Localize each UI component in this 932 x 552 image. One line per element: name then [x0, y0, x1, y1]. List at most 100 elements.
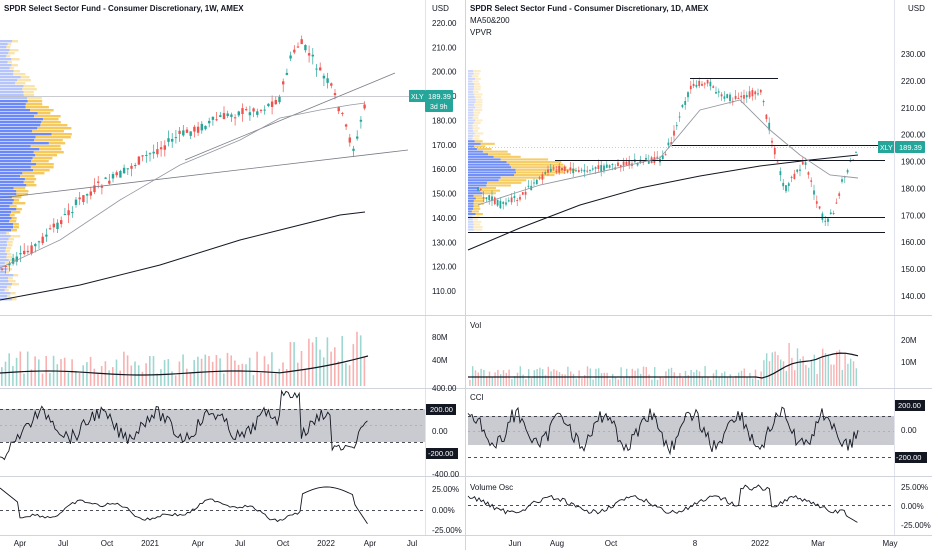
- candle-body: [267, 103, 270, 107]
- volume-bar: [285, 369, 288, 386]
- candle-body: [549, 168, 552, 172]
- volume-bar: [502, 370, 505, 386]
- vp-bar-yellow: [17, 79, 31, 82]
- left-time-tick: Oct: [277, 539, 290, 548]
- volume-bar: [729, 374, 731, 386]
- vp-bar-blue: [468, 90, 474, 93]
- candle-body: [771, 140, 773, 143]
- candle-body: [706, 79, 709, 84]
- volume-bar: [4, 361, 7, 386]
- volume-bar: [149, 355, 151, 386]
- vp-bar-blue: [468, 116, 473, 119]
- right-price-tick: 180.00: [901, 184, 926, 193]
- candle-body: [37, 241, 41, 243]
- right-time-tick: Jun: [509, 539, 522, 548]
- vp-bar-yellow: [13, 274, 19, 277]
- vp-bar-blue: [468, 192, 483, 195]
- volume-bar: [679, 372, 681, 386]
- volume-bar: [774, 351, 776, 386]
- volume-bar: [522, 374, 524, 386]
- candle-body: [687, 92, 689, 98]
- candle-body: [521, 192, 524, 195]
- volume-bar: [477, 372, 479, 386]
- vp-bar-blue: [0, 64, 12, 67]
- candle-body: [639, 159, 642, 163]
- candle-body: [171, 138, 174, 142]
- vp-bar-blue: [0, 295, 8, 298]
- vp-bar-yellow: [4, 262, 9, 265]
- vp-bar-yellow: [37, 127, 72, 130]
- vp-bar-blue: [468, 161, 507, 164]
- candle-body: [93, 185, 96, 193]
- vp-bar-blue: [0, 76, 21, 79]
- candle-body: [204, 125, 207, 130]
- volume-bar: [67, 372, 70, 386]
- vp-bar-yellow: [25, 103, 43, 106]
- left-time-tick: Oct: [101, 539, 114, 548]
- candle-body: [762, 100, 765, 103]
- candle-body: [538, 177, 541, 179]
- candle-body: [723, 96, 726, 99]
- volume-bar: [676, 377, 678, 386]
- volume-bar: [234, 360, 236, 386]
- vp-bar-yellow: [474, 96, 482, 99]
- vp-bar-blue: [468, 96, 475, 99]
- volume-bar: [82, 365, 84, 386]
- right-price-value: 189.39: [899, 143, 922, 152]
- volume-bar: [12, 366, 14, 386]
- candle-body: [270, 101, 274, 107]
- candle-body: [45, 234, 48, 237]
- vp-bar-blue: [0, 103, 26, 106]
- vp-bar-yellow: [13, 199, 20, 202]
- volume-bar: [208, 356, 210, 386]
- vp-bar-yellow: [10, 292, 16, 295]
- vp-bar-yellow: [473, 70, 481, 73]
- volume-bar: [293, 342, 295, 386]
- vp-bar-blue: [0, 232, 7, 235]
- right-time-tick: Oct: [605, 539, 618, 548]
- candle-body: [71, 212, 74, 214]
- vp-bar-yellow: [473, 200, 485, 203]
- volume-bar: [156, 373, 158, 386]
- volume-bar: [8, 353, 10, 386]
- vp-bar-blue: [0, 172, 23, 175]
- vp-bar-blue: [468, 174, 515, 177]
- vp-bar-blue: [0, 181, 24, 184]
- right-indicator-ma[interactable]: MA50&200: [470, 16, 510, 25]
- vp-bar-blue: [0, 124, 41, 127]
- vp-bar-yellow: [15, 82, 26, 85]
- candle-body: [211, 116, 215, 120]
- vp-bar-blue: [468, 158, 501, 161]
- volume-bar: [26, 351, 29, 386]
- vp-bar-yellow: [472, 215, 480, 218]
- vp-bar-yellow: [473, 207, 481, 210]
- candle-body: [488, 195, 491, 201]
- volume-bar: [315, 336, 318, 386]
- vp-bar-yellow: [33, 169, 50, 172]
- vp-bar-blue: [468, 88, 474, 91]
- candle-body: [0, 268, 4, 270]
- volume-bar: [852, 361, 855, 386]
- candle-body: [189, 131, 192, 136]
- vp-bar-blue: [0, 253, 8, 256]
- volume-bar: [575, 378, 577, 386]
- right-price-tick: 140.00: [901, 292, 926, 301]
- vp-bar-blue: [0, 70, 14, 73]
- vp-bar-blue: [468, 223, 474, 226]
- candle-body: [145, 154, 148, 156]
- vp-bar-yellow: [12, 196, 22, 199]
- vp-bar-blue: [468, 166, 512, 169]
- right-price-tick: 160.00: [901, 238, 926, 247]
- left-vol-tick-3: 400.00: [432, 384, 457, 393]
- vp-bar-yellow: [482, 150, 508, 153]
- candle-body: [524, 191, 527, 195]
- right-indicator-vpvr[interactable]: VPVR: [470, 28, 492, 37]
- candle-body: [611, 163, 614, 165]
- vp-bar-yellow: [473, 202, 484, 205]
- volume-bar: [49, 373, 51, 386]
- candle-body: [838, 193, 841, 196]
- volume-bar: [311, 342, 314, 386]
- vp-bar-blue: [0, 106, 26, 109]
- volume-bar: [167, 359, 170, 386]
